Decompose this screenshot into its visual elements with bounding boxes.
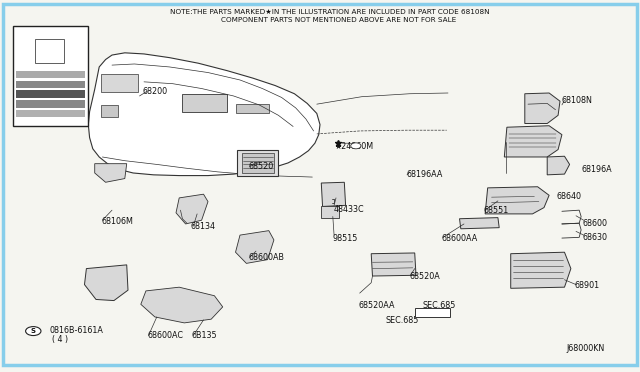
Text: 68551: 68551: [484, 206, 509, 215]
Text: 68630: 68630: [582, 233, 607, 242]
Text: NOTE:THE PARTS MARKED★IN THE ILLUSTRATION ARE INCLUDED IN PART CODE 68108N
     : NOTE:THE PARTS MARKED★IN THE ILLUSTRATIO…: [170, 9, 490, 23]
Polygon shape: [95, 164, 127, 182]
Polygon shape: [236, 104, 269, 113]
Bar: [16, 71, 85, 78]
Polygon shape: [84, 265, 128, 301]
Polygon shape: [176, 194, 208, 224]
Circle shape: [26, 327, 41, 336]
Polygon shape: [101, 74, 138, 92]
Text: 0816B-6161A: 0816B-6161A: [50, 326, 104, 335]
Text: 48433C: 48433C: [333, 205, 364, 214]
Polygon shape: [242, 153, 274, 173]
Text: 68600AC: 68600AC: [148, 331, 184, 340]
Polygon shape: [321, 206, 339, 218]
Text: 68200: 68200: [142, 87, 167, 96]
Polygon shape: [504, 126, 562, 157]
Text: 68134: 68134: [191, 222, 216, 231]
Text: 68520AA: 68520AA: [358, 301, 395, 310]
Text: J68000KN: J68000KN: [566, 344, 605, 353]
Text: 68520: 68520: [248, 162, 273, 171]
Polygon shape: [511, 252, 571, 288]
Text: S: S: [31, 328, 36, 334]
Text: 98591M: 98591M: [20, 35, 51, 44]
Bar: [35, 39, 64, 63]
Text: 68196A: 68196A: [581, 165, 612, 174]
Polygon shape: [525, 93, 560, 124]
Bar: [16, 90, 85, 98]
Text: 68108N: 68108N: [562, 96, 593, 105]
Polygon shape: [321, 182, 346, 206]
Polygon shape: [460, 218, 499, 229]
Bar: [13, 26, 88, 126]
Text: SEC.685: SEC.685: [422, 301, 456, 310]
Text: 68196AA: 68196AA: [406, 170, 443, 179]
Polygon shape: [237, 150, 278, 176]
Text: 68520A: 68520A: [410, 272, 440, 280]
Text: ( 4 ): ( 4 ): [52, 335, 68, 344]
Polygon shape: [141, 287, 223, 323]
Bar: [415, 308, 450, 317]
Polygon shape: [547, 156, 570, 175]
Text: 6B135: 6B135: [192, 331, 218, 340]
Text: 98591M: 98591M: [44, 35, 76, 44]
Polygon shape: [182, 94, 227, 112]
Polygon shape: [371, 253, 416, 276]
Polygon shape: [101, 105, 118, 117]
Text: 68106M: 68106M: [101, 217, 133, 226]
Text: SEC.685: SEC.685: [385, 316, 419, 325]
Bar: [16, 110, 85, 117]
Bar: [16, 100, 85, 108]
Bar: [16, 81, 85, 88]
Text: 98515: 98515: [333, 234, 358, 243]
Text: 68640: 68640: [557, 192, 582, 201]
Polygon shape: [88, 53, 320, 176]
Text: 68901: 68901: [575, 281, 600, 290]
Text: 68600: 68600: [582, 219, 607, 228]
Text: 68600AA: 68600AA: [442, 234, 478, 243]
Text: ★24860M: ★24860M: [335, 142, 374, 151]
Polygon shape: [236, 231, 274, 263]
Circle shape: [351, 143, 361, 149]
Text: 68600AB: 68600AB: [248, 253, 284, 262]
Polygon shape: [485, 187, 549, 214]
